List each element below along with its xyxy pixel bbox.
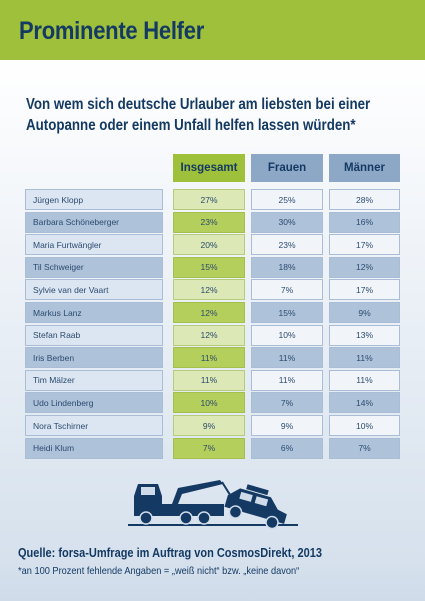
- value-women: 18%: [251, 256, 323, 278]
- header-bar: Prominente Helfer: [0, 0, 425, 60]
- footnote: *an 100 Prozent fehlende Angaben = „weiß…: [18, 565, 300, 577]
- value-women: 15%: [251, 302, 323, 323]
- page-title: Prominente Helfer: [19, 17, 205, 45]
- value-women: 11%: [251, 347, 323, 369]
- table-row: Udo Lindenberg 10% 7% 14%: [0, 392, 425, 414]
- row-name: Til Schweiger: [25, 256, 163, 278]
- value-women: 23%: [251, 234, 323, 256]
- value-men: 11%: [329, 347, 400, 369]
- value-men: 28%: [329, 189, 400, 210]
- value-total: 10%: [173, 392, 245, 414]
- value-men: 7%: [329, 437, 400, 459]
- column-header-men: Männer: [329, 154, 400, 182]
- column-header-women: Frauen: [251, 154, 323, 182]
- value-total: 27%: [173, 189, 245, 210]
- row-name: Jürgen Klopp: [25, 189, 163, 210]
- table-row: Maria Furtwängler 20% 23% 17%: [0, 234, 425, 256]
- chart-subtitle: Von wem sich deutsche Urlauber am liebst…: [26, 94, 371, 136]
- value-men: 14%: [329, 392, 400, 414]
- row-name: Markus Lanz: [25, 302, 163, 323]
- table-row: Nora Tschirner 9% 9% 10%: [0, 415, 425, 436]
- value-women: 7%: [251, 279, 323, 301]
- value-total: 20%: [173, 234, 245, 256]
- value-total: 7%: [173, 437, 245, 459]
- row-name: Iris Berben: [25, 347, 163, 369]
- value-total: 12%: [173, 324, 245, 346]
- table-row: Stefan Raab 12% 10% 13%: [0, 324, 425, 346]
- row-name: Udo Lindenberg: [25, 392, 163, 414]
- value-women: 25%: [251, 189, 323, 210]
- value-men: 9%: [329, 302, 400, 323]
- value-women: 11%: [251, 369, 323, 391]
- row-name: Stefan Raab: [25, 324, 163, 346]
- value-women: 9%: [251, 415, 323, 436]
- table-row: Sylvie van der Vaart 12% 7% 17%: [0, 279, 425, 301]
- row-name: Maria Furtwängler: [25, 234, 163, 256]
- tow-truck-icon: [128, 480, 298, 530]
- value-men: 12%: [329, 256, 400, 278]
- value-total: 12%: [173, 279, 245, 301]
- value-total: 11%: [173, 369, 245, 391]
- value-women: 7%: [251, 392, 323, 414]
- value-total: 23%: [173, 211, 245, 233]
- row-name: Barbara Schöneberger: [25, 211, 163, 233]
- table-row: Markus Lanz 12% 15% 9%: [0, 302, 425, 323]
- value-women: 10%: [251, 324, 323, 346]
- value-total: 12%: [173, 302, 245, 323]
- value-women: 6%: [251, 437, 323, 459]
- subtitle-line-2: Autopanne oder einem Unfall helfen lasse…: [26, 117, 356, 134]
- column-header-total: Insgesamt: [173, 154, 245, 182]
- value-men: 17%: [329, 234, 400, 256]
- value-women: 30%: [251, 211, 323, 233]
- subtitle-line-1: Von wem sich deutsche Urlauber am liebst…: [26, 96, 371, 113]
- row-name: Heidi Klum: [25, 437, 163, 459]
- table-row: Barbara Schöneberger 23% 30% 16%: [0, 211, 425, 233]
- value-men: 16%: [329, 211, 400, 233]
- table-row: Jürgen Klopp 27% 25% 28%: [0, 189, 425, 210]
- source-note: Quelle: forsa-Umfrage im Auftrag von Cos…: [18, 546, 323, 560]
- table-row: Til Schweiger 15% 18% 12%: [0, 256, 425, 278]
- value-men: 11%: [329, 369, 400, 391]
- value-men: 10%: [329, 415, 400, 436]
- value-men: 17%: [329, 279, 400, 301]
- row-name: Sylvie van der Vaart: [25, 279, 163, 301]
- value-total: 15%: [173, 256, 245, 278]
- table-row: Heidi Klum 7% 6% 7%: [0, 437, 425, 459]
- row-name: Nora Tschirner: [25, 415, 163, 436]
- table-row: Tim Mälzer 11% 11% 11%: [0, 369, 425, 391]
- table-row: Iris Berben 11% 11% 11%: [0, 347, 425, 369]
- row-name: Tim Mälzer: [25, 369, 163, 391]
- value-total: 11%: [173, 347, 245, 369]
- value-men: 13%: [329, 324, 400, 346]
- value-total: 9%: [173, 415, 245, 436]
